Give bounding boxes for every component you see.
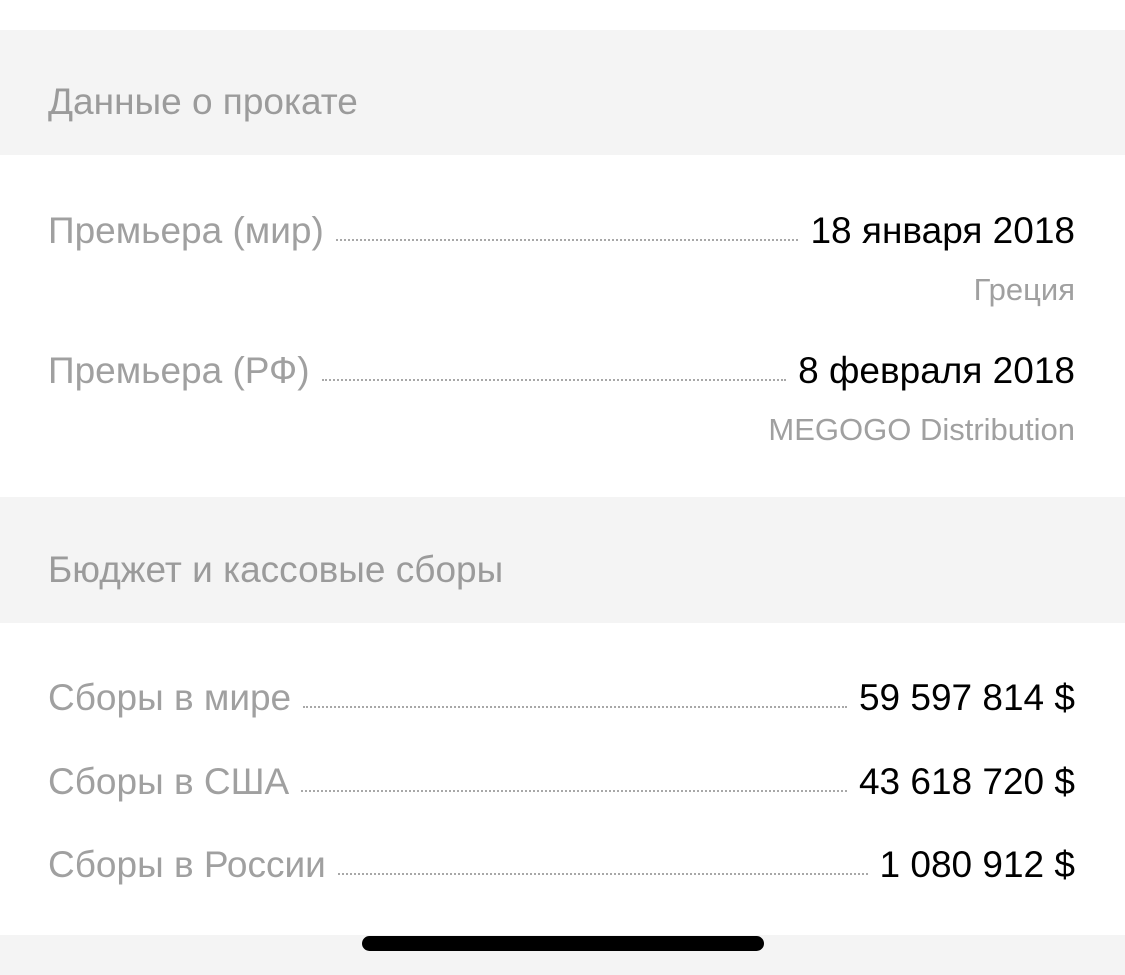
gross-world-value: 59 597 814 $ xyxy=(858,677,1075,718)
home-indicator[interactable] xyxy=(362,936,764,951)
premiere-rf-label: Премьера (РФ) xyxy=(48,350,310,391)
premiere-world-label: Премьера (мир) xyxy=(48,210,324,251)
gross-world-label: Сборы в мире xyxy=(48,677,292,718)
gross-russia-value: 1 080 912 $ xyxy=(879,844,1075,885)
premiere-world-country: Греция xyxy=(973,272,1075,307)
gross-world-row: Сборы в мире 59 597 814 $ xyxy=(48,679,1075,716)
dotted-leader xyxy=(337,873,868,875)
box-office-section-header xyxy=(0,497,1125,623)
premiere-rf-row: Премьера (РФ) 8 февраля 2018 xyxy=(48,352,1075,389)
premiere-world-value: 18 января 2018 xyxy=(810,210,1075,251)
box-office-section-title: Бюджет и кассовые сборы xyxy=(48,549,504,590)
release-section-title: Данные о прокате xyxy=(48,81,358,122)
premiere-world-row: Премьера (мир) 18 января 2018 xyxy=(48,212,1075,249)
dotted-leader xyxy=(321,379,787,381)
premiere-rf-distributor: MEGOGO Distribution xyxy=(768,412,1075,447)
gross-usa-value: 43 618 720 $ xyxy=(858,761,1075,802)
gross-usa-row: Сборы в США 43 618 720 $ xyxy=(48,763,1075,800)
dotted-leader xyxy=(303,706,847,708)
gross-usa-label: Сборы в США xyxy=(48,761,290,802)
dotted-leader xyxy=(301,790,847,792)
gross-russia-row: Сборы в России 1 080 912 $ xyxy=(48,846,1075,883)
release-section-header xyxy=(0,30,1125,155)
gross-russia-label: Сборы в России xyxy=(48,844,326,885)
dotted-leader xyxy=(335,239,799,241)
premiere-rf-value: 8 февраля 2018 xyxy=(798,350,1075,391)
